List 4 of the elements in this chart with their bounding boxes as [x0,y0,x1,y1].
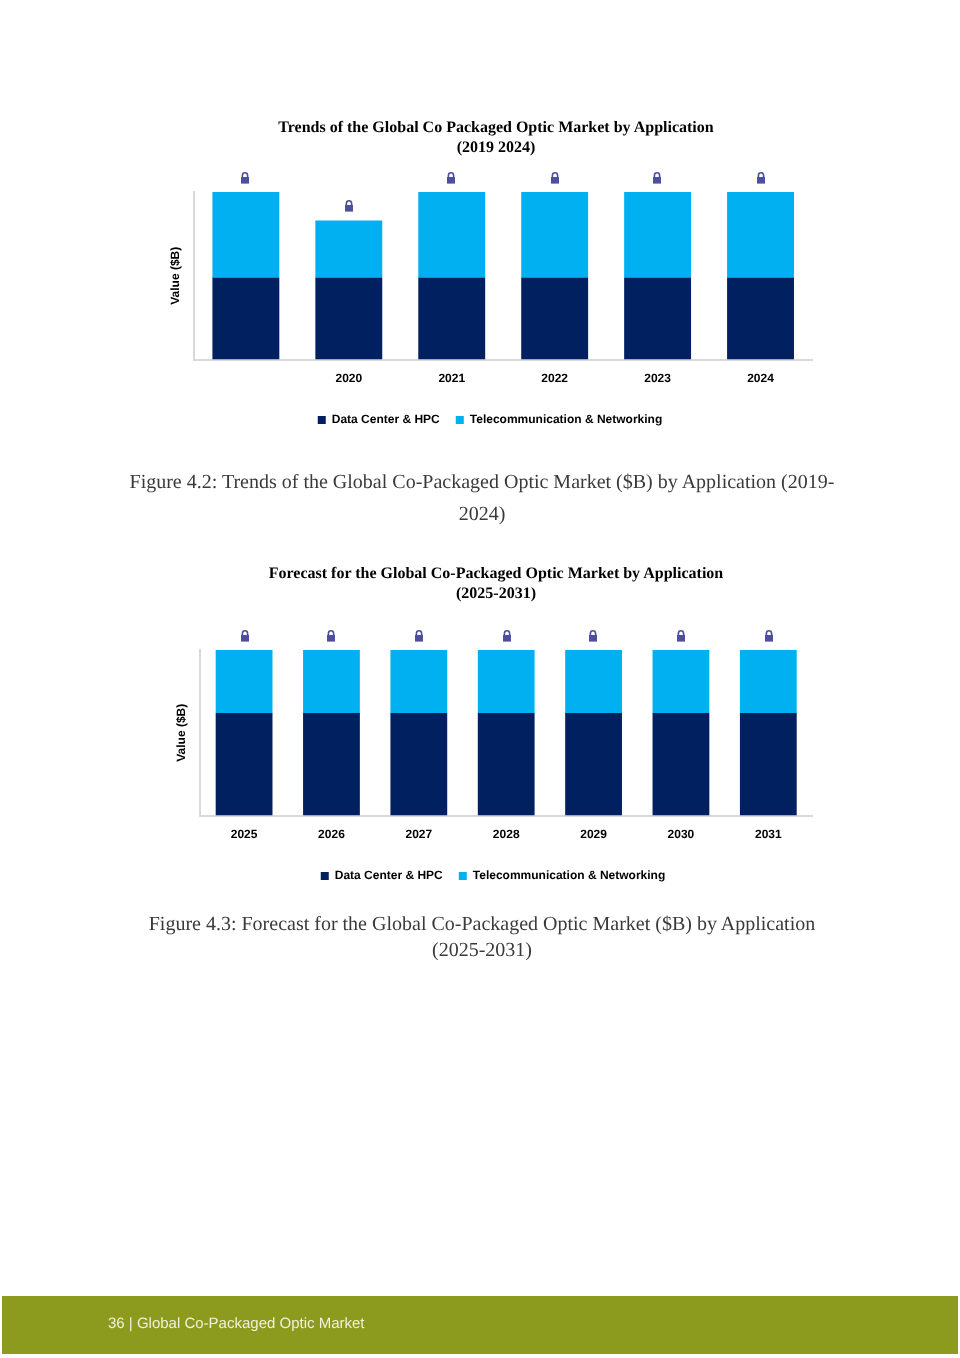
caption: Figure 4.3: Forecast for the Global Co-Packaged Optic Market ($B) by Application (2025-2031) [146,912,818,964]
chart-title: Trends of the Global Co Packaged Optic Market by Application (2019 2024) [276,118,716,156]
caption: Figure 4.2: Trends of the Global Co-Packaged Optic Market ($B) by Application (2019-2024) [127,470,837,530]
chart-title: Forecast for the Global Co-Packaged Optic Market by Application (2025-2031) [266,564,726,602]
